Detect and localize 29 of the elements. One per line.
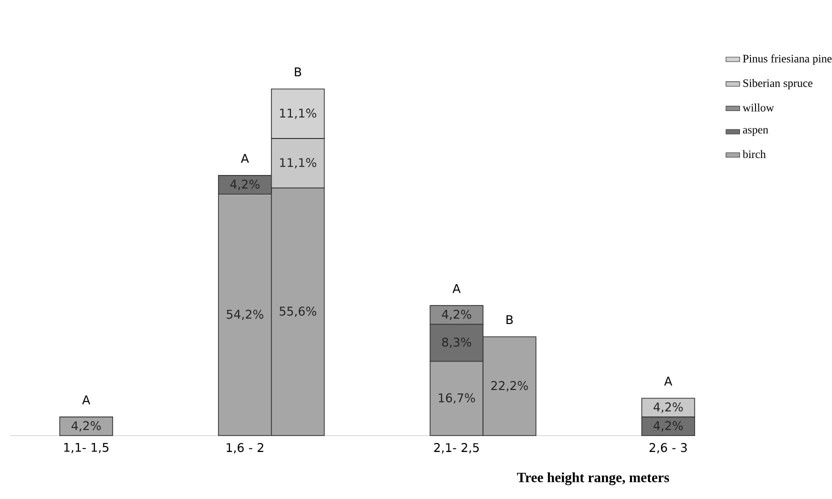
data-label: 4,2%: [654, 402, 683, 413]
data-label: 4,2%: [654, 421, 683, 432]
legend-label: birch: [742, 150, 766, 158]
x-tick-label: 2,1- 2,5: [434, 443, 479, 454]
data-label: 11,1%: [280, 158, 316, 168]
data-label: 16,7%: [438, 393, 475, 404]
data-label: 54,2%: [226, 310, 264, 320]
annotation: A: [664, 376, 672, 386]
data-label: 8,3%: [442, 338, 472, 348]
data-label: 4,2%: [72, 421, 101, 432]
annotation: A: [82, 396, 90, 404]
annotation: A: [452, 284, 461, 294]
legend-label: willow: [742, 104, 774, 112]
text: B: [294, 68, 302, 76]
annotation: A: [240, 154, 249, 163]
data-label: 55,6%: [280, 306, 316, 318]
legend-label: Pinus friesiana pine: [742, 54, 832, 65]
legend-label: Siberian spruce: [743, 79, 812, 90]
x-tick-label: 1,1- 1,5: [64, 443, 108, 454]
bar: [59, 416, 114, 436]
x-axis-title: Tree height range, meters: [516, 472, 670, 486]
legend-label: aspen: [743, 128, 768, 136]
annotation: B: [506, 315, 513, 324]
data-label: 22,2%: [491, 381, 528, 392]
data-label: 4,2%: [442, 310, 472, 320]
x-tick-label: 2,6 - 3: [650, 443, 687, 454]
x-tick-label: 1,6 - 2: [226, 443, 264, 454]
data-label: 11,1%: [280, 108, 316, 120]
data-label: 4,2%: [230, 180, 260, 190]
